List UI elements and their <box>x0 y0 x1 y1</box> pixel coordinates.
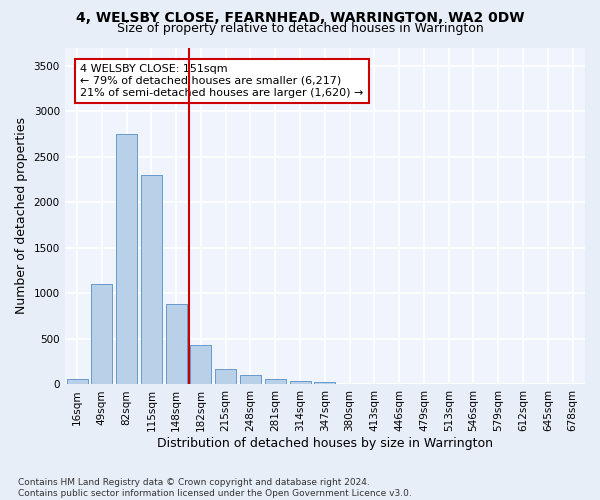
Text: Contains HM Land Registry data © Crown copyright and database right 2024.
Contai: Contains HM Land Registry data © Crown c… <box>18 478 412 498</box>
Bar <box>314 382 335 384</box>
Bar <box>190 346 211 385</box>
X-axis label: Distribution of detached houses by size in Warrington: Distribution of detached houses by size … <box>157 437 493 450</box>
Bar <box>141 175 162 384</box>
Bar <box>240 375 261 384</box>
Bar <box>215 368 236 384</box>
Bar <box>265 379 286 384</box>
Bar <box>67 380 88 384</box>
Bar <box>116 134 137 384</box>
Bar <box>166 304 187 384</box>
Text: 4, WELSBY CLOSE, FEARNHEAD, WARRINGTON, WA2 0DW: 4, WELSBY CLOSE, FEARNHEAD, WARRINGTON, … <box>76 11 524 25</box>
Y-axis label: Number of detached properties: Number of detached properties <box>15 118 28 314</box>
Bar <box>290 382 311 384</box>
Bar <box>91 284 112 384</box>
Text: 4 WELSBY CLOSE: 151sqm
← 79% of detached houses are smaller (6,217)
21% of semi-: 4 WELSBY CLOSE: 151sqm ← 79% of detached… <box>80 64 364 98</box>
Text: Size of property relative to detached houses in Warrington: Size of property relative to detached ho… <box>116 22 484 35</box>
